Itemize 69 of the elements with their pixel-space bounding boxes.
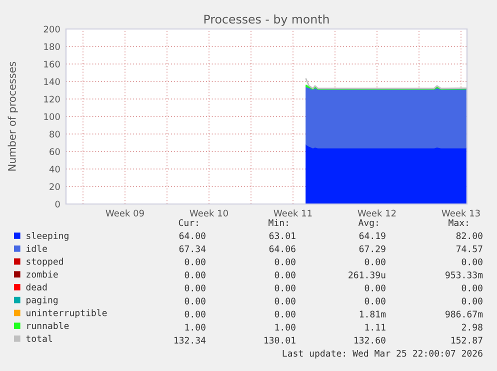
text: Avg:: [358, 219, 378, 228]
x-tick-label: Week 09: [106, 210, 144, 217]
y-tick-label: 100: [44, 113, 60, 120]
legend-label: sleeping: [26, 232, 68, 241]
text: 2.98: [462, 324, 482, 331]
y-tick-label: 20: [50, 183, 60, 190]
y-tick-label: 60: [50, 148, 60, 156]
text: 0.00: [274, 298, 296, 304]
text: Max:: [448, 219, 468, 226]
x-tick-label: Week 11: [274, 210, 312, 217]
text: 152.87: [451, 336, 482, 344]
y-tick-label: 200: [44, 26, 60, 33]
text: 67.29: [359, 245, 386, 252]
y-tick-label: 180: [44, 43, 60, 50]
legend-label: stopped: [26, 258, 63, 267]
legend-label: zombie: [26, 270, 58, 278]
y-tick-label: 160: [44, 60, 60, 68]
y-tick-label: 40: [49, 166, 60, 173]
y-tick-label: 140: [44, 78, 60, 86]
text: 0.00: [184, 298, 206, 304]
y-tick-label: 80: [50, 130, 60, 138]
text: 953.33m: [446, 272, 483, 278]
text: 0.00: [274, 258, 296, 266]
legend-label: uninterruptible: [26, 309, 107, 318]
text: 132.34: [174, 336, 206, 344]
text: 130.01: [264, 336, 296, 344]
legend-label: idle: [26, 244, 47, 252]
text: 67.34: [179, 245, 206, 252]
text: 0.00: [462, 284, 482, 292]
x-tick-label: Week 13: [442, 210, 480, 217]
text: 0.00: [364, 284, 386, 292]
text: 0.00: [462, 258, 482, 266]
text: 82.00: [456, 232, 482, 240]
text: 0.00: [184, 258, 206, 266]
text: Min:: [268, 219, 288, 226]
legend-label: runnable: [27, 322, 69, 330]
legend-label: total: [26, 334, 52, 342]
y-axis-title: Number of processes: [8, 62, 18, 171]
text: 1.81m: [360, 310, 386, 318]
text: Cur:: [178, 219, 198, 226]
text: 63.01: [269, 232, 296, 240]
text: Last update: Wed Mar 25 22:00:07 2026: [282, 350, 482, 358]
x-tick-label: Week 10: [190, 210, 228, 217]
text: 1.11: [365, 324, 386, 330]
y-tick-label: 0: [55, 200, 60, 208]
text: 261.39u: [348, 272, 386, 278]
text: 0.00: [364, 258, 386, 266]
legend-label: dead: [26, 284, 47, 290]
legend-label: paging: [26, 296, 58, 306]
text: 0.00: [184, 272, 206, 278]
text: 0.00: [274, 310, 296, 318]
text: 64.19: [359, 232, 386, 240]
chart-title: Processes - by month: [204, 14, 329, 26]
text: 986.67m: [446, 310, 483, 318]
text: 64.00: [179, 232, 206, 240]
text: 0.00: [184, 310, 206, 318]
text: 0.00: [274, 272, 296, 278]
text: 0.00: [364, 298, 386, 304]
text: 1.00: [185, 324, 206, 331]
y-tick-label: 120: [44, 96, 60, 103]
text: 64.06: [269, 245, 296, 252]
text: 132.60: [354, 336, 386, 344]
line-series: [305, 78, 467, 90]
text: 0.00: [274, 284, 296, 292]
x-tick-label: Week 12: [358, 210, 396, 217]
text: 1.00: [275, 324, 296, 331]
text: 0.00: [462, 298, 482, 304]
text: 74.57: [456, 245, 482, 252]
text: 0.00: [184, 284, 206, 292]
